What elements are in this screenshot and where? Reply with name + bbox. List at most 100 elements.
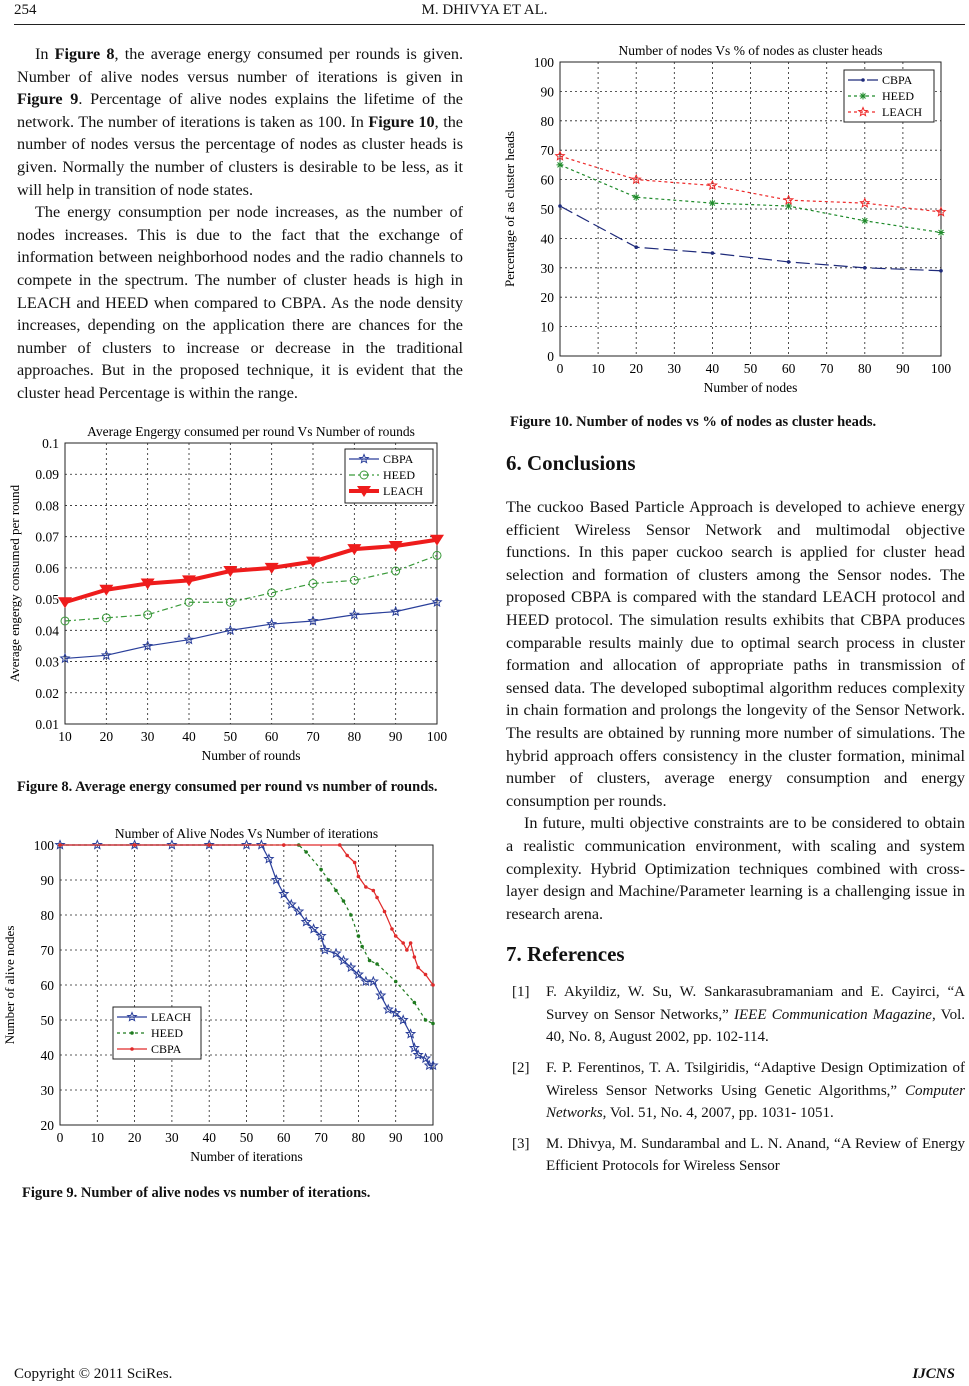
chart-title: Number of Alive Nodes Vs Number of itera… — [115, 826, 378, 841]
x-tick-label: 70 — [820, 361, 834, 376]
conclusions-heading: 6. Conclusions — [506, 451, 636, 475]
data-point-leach — [264, 562, 279, 574]
data-point-cbpa — [401, 940, 405, 945]
legend-label: LEACH — [383, 484, 423, 498]
data-point-leach — [278, 887, 290, 899]
data-point-leach — [129, 838, 141, 850]
data-point-cbpa — [408, 940, 413, 945]
x-tick-label: 70 — [306, 729, 320, 744]
legend-label: LEACH — [882, 105, 922, 119]
legend-marker — [358, 452, 370, 464]
running-header: M. DHIVYA ET AL. — [421, 2, 548, 18]
chart-title: Average Engergy consumed per round Vs Nu… — [87, 424, 415, 439]
data-point-cbpa — [282, 842, 286, 847]
data-point-heed — [143, 609, 153, 619]
legend-marker — [857, 106, 869, 117]
data-point-heed — [319, 867, 323, 871]
y-tick-label: 0.07 — [35, 529, 59, 544]
data-point-leach — [630, 173, 642, 185]
x-tick-label: 90 — [389, 1130, 403, 1145]
y-tick-label: 100 — [34, 838, 55, 853]
right-column-text: The cuckoo Based Particle Approach is de… — [506, 496, 965, 925]
data-point-cbpa — [710, 251, 715, 255]
data-point-leach — [166, 838, 178, 850]
x-tick-label: 60 — [782, 361, 796, 376]
data-point-leach — [293, 905, 305, 916]
data-point-heed — [341, 898, 346, 903]
figure-10-caption: Figure 10. Number of nodes vs % of nodes… — [510, 414, 877, 430]
x-tick-label: 10 — [91, 1130, 105, 1145]
y-tick-label: 60 — [541, 173, 555, 188]
x-tick-label: 0 — [557, 361, 564, 376]
legend-label: CBPA — [151, 1042, 182, 1056]
header-rule — [14, 24, 965, 25]
legend-marker — [861, 78, 865, 82]
series-line-leach — [559, 155, 942, 213]
legend-label: HEED — [882, 89, 914, 103]
data-point-leach — [54, 838, 66, 850]
y-tick-label: 70 — [41, 943, 55, 958]
x-tick-label: 30 — [165, 1130, 179, 1145]
data-point-heed — [785, 202, 793, 210]
data-point-cbpa — [558, 204, 562, 208]
data-point-cbpa — [345, 853, 350, 857]
y-tick-label: 50 — [541, 202, 555, 217]
x-tick-label: 100 — [931, 361, 952, 376]
data-point-leach — [412, 1048, 424, 1060]
data-point-leach — [308, 922, 320, 934]
data-point-cbpa — [863, 266, 867, 270]
legend-label: CBPA — [383, 452, 414, 466]
text-segment: . Percentage of alive nodes explains the… — [17, 90, 463, 131]
legend-marker — [859, 92, 867, 100]
data-point-cbpa — [405, 947, 409, 952]
data-point-leach — [706, 179, 718, 191]
figure-9-caption: Figure 9. Number of alive nodes vs numbe… — [22, 1184, 371, 1201]
legend-box — [843, 69, 935, 123]
y-tick-label: 0.08 — [35, 498, 59, 513]
series-line-cbpa — [559, 205, 942, 272]
legend-marker — [126, 1010, 138, 1022]
plot-frame — [559, 61, 942, 357]
data-point-leach — [203, 838, 215, 850]
data-point-heed — [356, 933, 361, 938]
series-line-leach — [64, 537, 438, 604]
y-tick-label: 40 — [541, 231, 555, 246]
y-tick-label: 60 — [41, 978, 55, 993]
x-tick-label: 80 — [352, 1130, 366, 1145]
x-tick-label: 60 — [277, 1130, 291, 1145]
chart-title: Number of nodes Vs % of nodes as cluster… — [618, 43, 882, 58]
x-axis-label: Number of nodes — [704, 380, 798, 395]
y-tick-label: 80 — [541, 114, 555, 129]
data-point-heed — [349, 575, 359, 585]
data-point-leach — [375, 989, 387, 1000]
figure-8-chart: Average Engergy consumed per round Vs Nu… — [7, 424, 448, 763]
legend-label: CBPA — [882, 73, 913, 87]
data-point-cbpa — [390, 926, 394, 931]
data-point-heed — [349, 912, 353, 917]
y-tick-label: 0.01 — [35, 717, 59, 732]
x-tick-label: 100 — [427, 729, 448, 744]
y-tick-label: 30 — [41, 1083, 55, 1098]
data-point-cbpa — [393, 933, 398, 938]
data-point-heed — [937, 229, 945, 237]
figure-reference: Figure 8 — [54, 45, 115, 63]
x-tick-label: 40 — [706, 361, 720, 376]
conclusions-paragraph-1: The cuckoo Based Particle Approach is de… — [506, 498, 965, 810]
data-point-heed — [556, 161, 564, 169]
data-point-heed — [304, 849, 308, 854]
x-axis-label: Number of rounds — [202, 748, 301, 763]
x-tick-label: 50 — [240, 1130, 254, 1145]
data-point-leach — [367, 975, 379, 986]
data-point-leach — [223, 565, 238, 577]
y-tick-label: 0.09 — [35, 467, 59, 482]
data-point-leach — [270, 873, 282, 885]
y-tick-label: 10 — [541, 320, 555, 335]
y-tick-label: 0.05 — [35, 592, 59, 607]
legend-label: HEED — [383, 468, 415, 482]
text-segment: In — [35, 45, 55, 63]
page-number: 254 — [14, 2, 37, 18]
x-tick-label: 40 — [202, 1130, 216, 1145]
series-line-heed — [559, 164, 942, 234]
data-point-leach — [91, 838, 103, 850]
